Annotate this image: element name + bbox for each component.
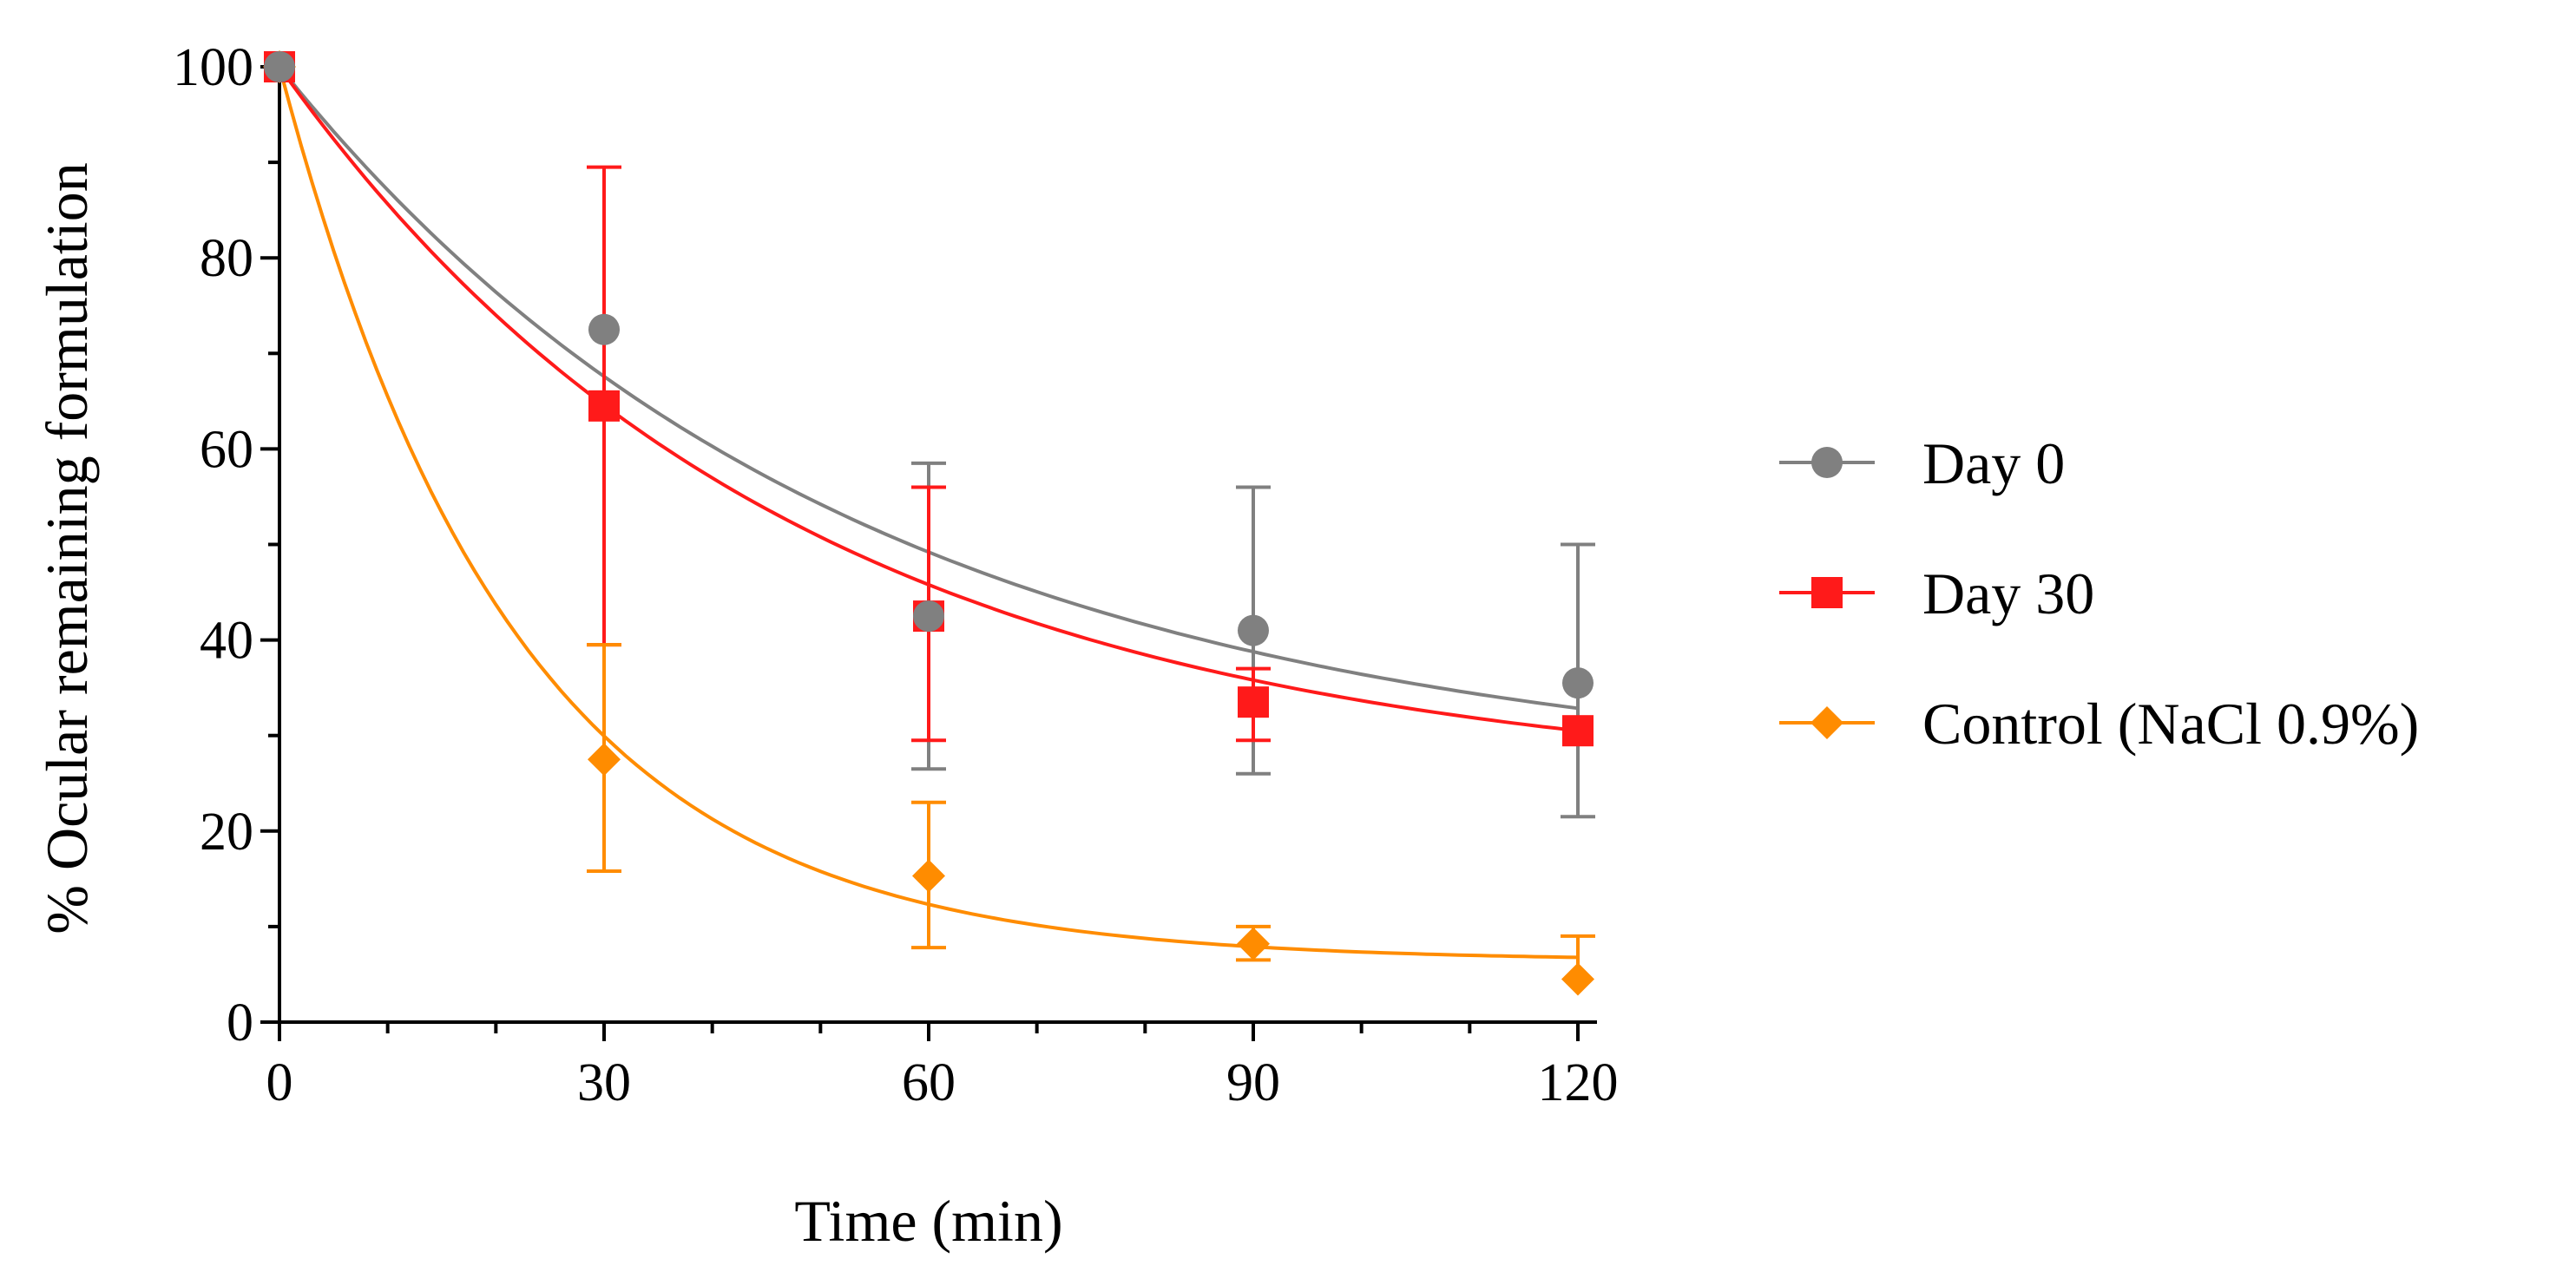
legend-marker (1811, 447, 1843, 478)
data-point-diamond (588, 743, 621, 777)
legend-marker (1811, 577, 1843, 608)
data-point-circle (913, 600, 944, 633)
data-point-diamond (912, 859, 945, 893)
legend-marker (1810, 706, 1843, 739)
legend-label: Day 30 (1922, 561, 2094, 626)
data-point-diamond (1237, 927, 1270, 961)
data-point-square (588, 390, 620, 422)
data-point-circle (1562, 667, 1594, 699)
y-tick-label: 40 (200, 612, 253, 671)
legend-label: Control (NaCl 0.9%) (1922, 691, 2419, 757)
data-point-circle (588, 313, 620, 345)
x-tick-label: 30 (577, 1053, 631, 1112)
y-axis-title: % Ocular remaining formulation (34, 162, 100, 934)
data-point-circle (1238, 614, 1269, 646)
axis-ticks (260, 65, 1580, 1041)
x-tick-label: 0 (266, 1053, 293, 1112)
y-tick-label: 60 (200, 420, 253, 479)
legend: Day 0 Day 30 Control (NaCl 0.9%) (1779, 430, 2419, 757)
error-bars (587, 165, 1595, 980)
x-tick-label: 120 (1538, 1053, 1619, 1112)
legend-label: Day 0 (1922, 430, 2065, 496)
y-tick-label: 0 (227, 993, 253, 1052)
data-point-diamond (1561, 962, 1594, 996)
data-point-circle (264, 51, 295, 82)
data-point-square (1238, 686, 1269, 718)
data-markers (263, 50, 1594, 996)
tick-labels: 0 20 40 60 80 100 0 30 60 90 120 (173, 38, 1619, 1112)
x-tick-label: 60 (902, 1053, 956, 1112)
y-tick-label: 80 (200, 229, 253, 288)
y-tick-label: 100 (173, 38, 253, 97)
x-axis-title: Time (min) (794, 1188, 1062, 1254)
x-tick-label: 90 (1226, 1053, 1280, 1112)
data-point-square (1562, 715, 1594, 747)
y-tick-label: 20 (200, 803, 253, 862)
